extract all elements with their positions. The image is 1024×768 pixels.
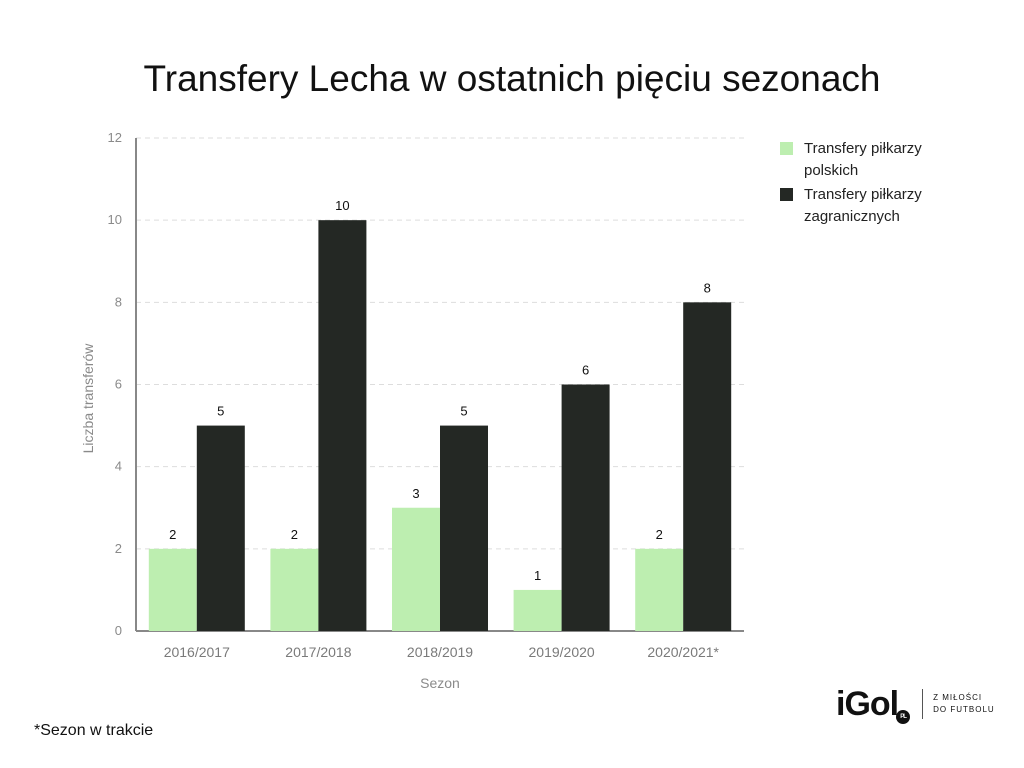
legend-label-foreign: Transfery piłkarzy zagranicznych <box>804 186 922 225</box>
bar-polish-1 <box>270 548 319 631</box>
bar-foreign-3 <box>561 384 610 631</box>
value-label-foreign-0: 5 <box>217 404 224 419</box>
igol-logo: iGol PL Z MIŁOŚCI DO FUTBOLU <box>836 684 997 724</box>
value-label-polish-3: 1 <box>534 568 541 583</box>
value-label-foreign-2: 5 <box>460 404 467 419</box>
y-tick-label-6: 6 <box>115 377 122 392</box>
logo-badge: PL <box>896 709 911 724</box>
value-label-polish-0: 2 <box>169 527 176 542</box>
y-tick-label-2: 2 <box>115 541 122 556</box>
labels: 024681012252016/20172102017/2018352018/2… <box>80 130 720 691</box>
legend-label-polish: Transfery piłkarzy polskich <box>804 140 922 179</box>
bar-foreign-0 <box>196 425 245 631</box>
legend-swatch-polish <box>780 142 793 155</box>
bars <box>148 220 732 631</box>
bar-foreign-4 <box>683 302 732 631</box>
bar-polish-2 <box>392 507 440 631</box>
y-tick-label-10: 10 <box>108 212 122 227</box>
x-tick-label-3: 2019/2020 <box>529 644 595 660</box>
bar-foreign-1 <box>318 220 367 631</box>
bar-polish-3 <box>513 589 562 631</box>
legend-item-foreign: Transfery piłkarzy zagranicznych <box>780 184 990 228</box>
bar-foreign-2 <box>440 425 488 631</box>
value-label-polish-2: 3 <box>412 486 419 501</box>
y-tick-label-12: 12 <box>108 130 122 145</box>
y-tick-label-4: 4 <box>115 459 122 474</box>
bar-polish-4 <box>635 548 684 631</box>
x-tick-label-0: 2016/2017 <box>164 644 230 660</box>
value-label-foreign-3: 6 <box>582 363 589 378</box>
value-label-polish-1: 2 <box>291 527 298 542</box>
logo-tagline: Z MIŁOŚCI DO FUTBOLU <box>933 693 995 714</box>
value-label-foreign-1: 10 <box>335 198 349 213</box>
y-tick-label-0: 0 <box>115 623 122 638</box>
x-tick-label-1: 2017/2018 <box>285 644 351 660</box>
x-axis-title: Sezon <box>420 675 460 691</box>
logo-divider <box>922 689 924 719</box>
x-tick-label-2: 2018/2019 <box>407 644 473 660</box>
bar-polish-0 <box>148 548 197 631</box>
y-axis-title: Liczba transferów <box>80 343 96 454</box>
x-tick-label-4: 2020/2021* <box>647 644 719 660</box>
chart-title: Transfery Lecha w ostatnich pięciu sezon… <box>143 58 881 99</box>
legend-swatch-foreign <box>780 188 793 201</box>
legend: Transfery piłkarzy polskich Transfery pi… <box>780 138 990 230</box>
legend-item-polish: Transfery piłkarzy polskich <box>780 138 990 182</box>
value-label-polish-4: 2 <box>656 527 663 542</box>
value-label-foreign-4: 8 <box>704 280 711 295</box>
logo-wordmark: iGol PL <box>836 685 911 724</box>
footnote: *Sezon w trakcie <box>34 722 154 739</box>
y-tick-label-8: 8 <box>115 294 122 309</box>
